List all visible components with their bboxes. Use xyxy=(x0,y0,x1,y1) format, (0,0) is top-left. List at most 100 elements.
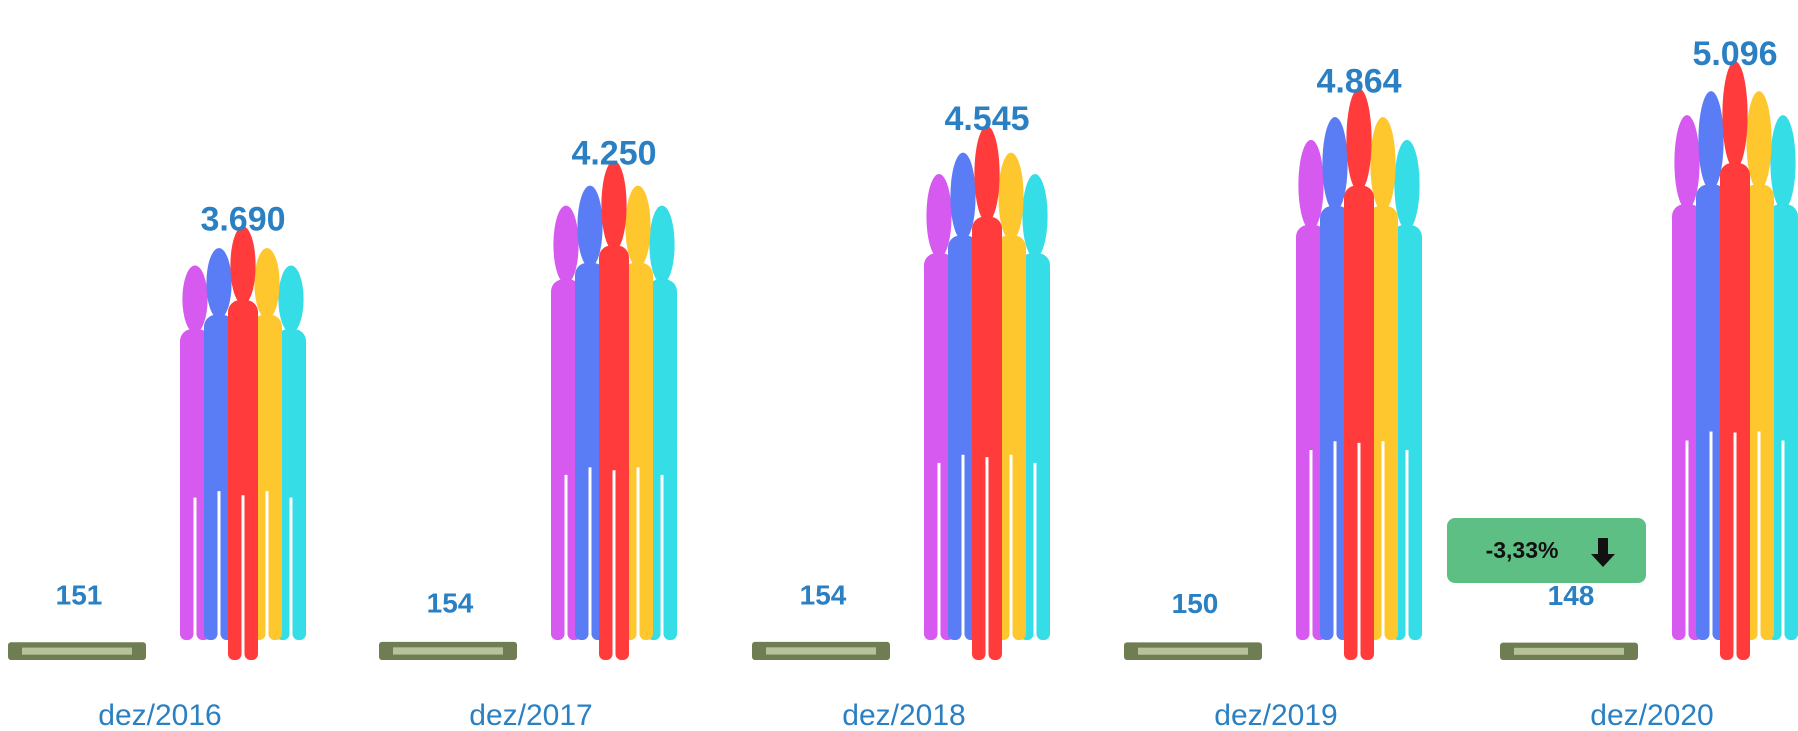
small-bar xyxy=(8,642,146,660)
figure-leg xyxy=(639,435,653,640)
figure-leg xyxy=(1296,414,1310,640)
figure-leg xyxy=(948,420,962,640)
bar-stripe xyxy=(1138,647,1248,655)
figure-leg xyxy=(228,464,242,660)
figure-leg xyxy=(204,463,218,640)
figure-body xyxy=(1368,205,1398,442)
figure-body xyxy=(647,279,677,475)
figure-leg xyxy=(268,463,282,640)
figure-body xyxy=(924,253,954,463)
figure-leg xyxy=(663,444,677,640)
figure-head xyxy=(926,174,952,258)
figure-head xyxy=(998,152,1024,241)
small-bar xyxy=(1500,642,1638,660)
value-label: 154 xyxy=(427,587,474,618)
x-tick-label: dez/2018 xyxy=(842,699,965,731)
figure-leg xyxy=(1384,404,1398,640)
value-label: 5.096 xyxy=(1692,35,1777,73)
small-bar xyxy=(752,641,890,660)
figure-body xyxy=(1720,163,1750,433)
people-bar xyxy=(1296,88,1422,660)
bar-stripe xyxy=(1514,647,1624,655)
figure-head xyxy=(601,160,627,251)
figure-body xyxy=(1296,224,1326,450)
value-label: 4.250 xyxy=(571,135,656,173)
figure-body xyxy=(1320,205,1350,442)
value-label: 148 xyxy=(1548,580,1595,611)
figure-head xyxy=(1322,117,1348,212)
figure-leg xyxy=(1736,390,1750,660)
value-label: 150 xyxy=(1172,588,1219,619)
value-label: 4.545 xyxy=(944,100,1029,138)
x-tick-label: dez/2016 xyxy=(98,699,221,731)
figure-body xyxy=(996,235,1026,455)
badge-text: -3,33% xyxy=(1486,537,1559,563)
figure-body xyxy=(623,262,653,468)
figure-head xyxy=(553,205,579,284)
figure-body xyxy=(575,262,605,468)
figure-body xyxy=(204,314,234,492)
figure-head xyxy=(1770,115,1796,210)
figure-body xyxy=(948,235,978,455)
figure-body xyxy=(1392,224,1422,450)
people-bar xyxy=(1672,61,1798,660)
small-bar xyxy=(1124,642,1262,660)
figure-body xyxy=(252,314,282,492)
figure-leg xyxy=(599,435,613,660)
figure-leg xyxy=(1320,404,1334,640)
people-bar xyxy=(551,160,677,660)
x-tick-label: dez/2019 xyxy=(1214,699,1337,731)
figure-head xyxy=(1346,88,1372,192)
figure-head xyxy=(206,248,232,319)
badge-background xyxy=(1447,518,1646,583)
small-bar xyxy=(379,641,517,660)
figure-leg xyxy=(1360,402,1374,660)
figure-head xyxy=(649,205,675,284)
figure-leg xyxy=(1344,402,1358,660)
x-tick-label: dez/2020 xyxy=(1590,699,1713,731)
figure-head xyxy=(1370,117,1396,212)
change-badge: -3,33% xyxy=(1447,518,1646,583)
figure-leg xyxy=(972,419,986,660)
figure-body xyxy=(1696,184,1726,432)
figure-head xyxy=(974,125,1000,223)
value-label: 151 xyxy=(56,580,103,611)
people-bar xyxy=(924,125,1050,660)
figure-leg xyxy=(1012,420,1026,640)
figure-head xyxy=(182,265,208,333)
x-tick-label: dez/2017 xyxy=(469,699,592,731)
figure-head xyxy=(254,248,280,319)
figure-leg xyxy=(551,444,565,640)
figure-leg xyxy=(1784,403,1798,640)
figure-head xyxy=(1394,139,1420,230)
figure-head xyxy=(1698,91,1724,190)
figure-leg xyxy=(1696,393,1710,640)
people-bar xyxy=(180,226,306,660)
figure-leg xyxy=(1720,390,1734,660)
figure-body xyxy=(1768,204,1798,441)
figure-head xyxy=(577,185,603,268)
figure-leg xyxy=(292,471,306,640)
figure-head xyxy=(278,265,304,333)
figure-body xyxy=(276,329,306,498)
figure-body xyxy=(180,329,210,498)
figure-body xyxy=(1672,204,1702,441)
figure-leg xyxy=(244,464,258,660)
figure-head xyxy=(230,226,256,305)
figure-leg xyxy=(1672,403,1686,640)
figure-head xyxy=(950,152,976,241)
figure-body xyxy=(972,216,1002,458)
figure-body xyxy=(1344,185,1374,443)
figure-head xyxy=(1722,61,1748,170)
figure-leg xyxy=(615,435,629,660)
bar-stripe xyxy=(766,647,876,655)
figure-leg xyxy=(1760,393,1774,640)
figure-leg xyxy=(988,419,1002,660)
bar-stripe xyxy=(393,647,503,655)
value-label: 3.690 xyxy=(200,200,285,238)
figure-body xyxy=(1020,253,1050,463)
figure-leg xyxy=(180,471,194,640)
figure-head xyxy=(625,185,651,268)
figure-body xyxy=(551,279,581,475)
bar-stripe xyxy=(22,647,132,655)
